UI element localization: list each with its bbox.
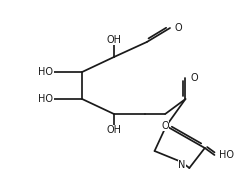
Text: OH: OH: [106, 35, 122, 45]
Text: OH: OH: [106, 125, 122, 135]
Text: O: O: [175, 23, 182, 33]
Text: HO: HO: [219, 150, 234, 160]
Text: HO: HO: [38, 94, 53, 104]
Text: O: O: [190, 73, 198, 83]
Text: HO: HO: [38, 67, 53, 77]
Text: O: O: [161, 121, 169, 131]
Text: N: N: [178, 160, 185, 170]
